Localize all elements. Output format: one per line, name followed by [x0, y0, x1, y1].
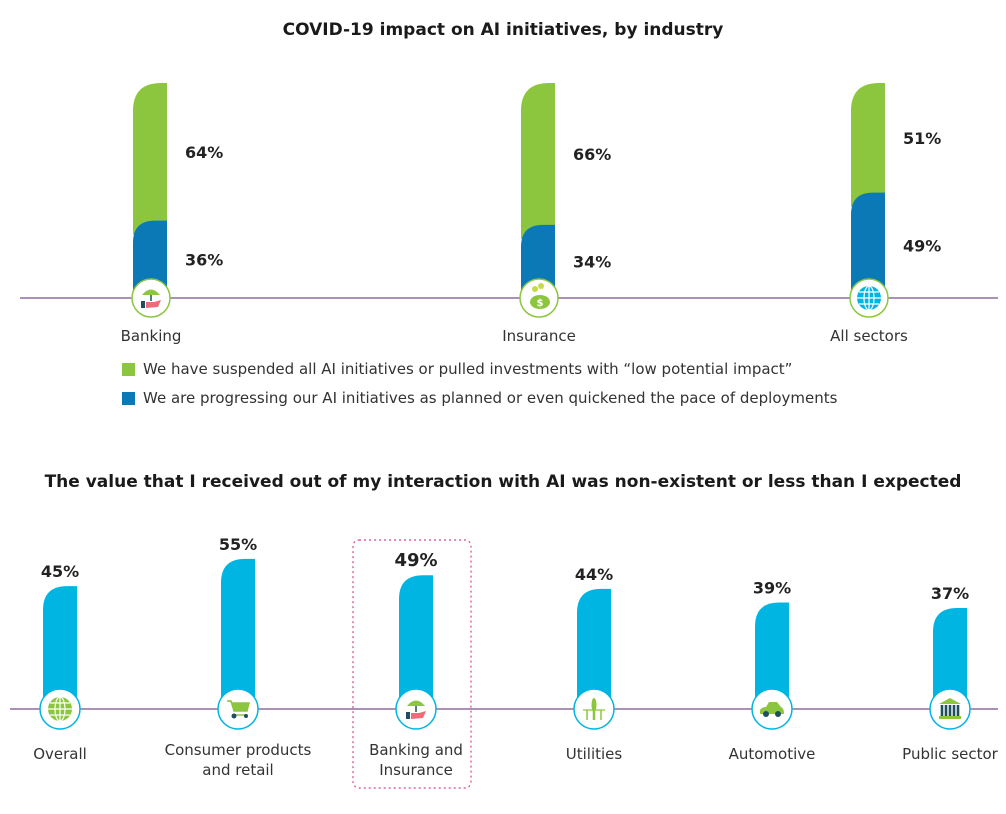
data-label-automotive: 39%: [753, 579, 791, 598]
bar-segment-suspended-banking: [133, 83, 167, 235]
data-label-banking-and-insurance: 49%: [394, 550, 437, 571]
category-label: Utilities: [566, 745, 623, 763]
umbrella-shape: [407, 700, 425, 706]
legend-label: We are progressing our AI initiatives as…: [143, 389, 838, 407]
data-label-overall: 45%: [41, 562, 79, 581]
hand-shape: [411, 711, 426, 719]
bar-segment-progressing-all-sectors: [851, 192, 885, 298]
bar-segment-suspended-all-sectors: [851, 83, 885, 207]
legend-swatch-blue: [122, 391, 135, 405]
umbrella-shape: [142, 289, 160, 295]
chart2-title: The value that I received out of my inte…: [44, 472, 962, 492]
umbrella-hand-icon: [406, 700, 426, 719]
data-label-public-sector: 37%: [931, 584, 969, 603]
car-icon: [760, 702, 784, 717]
shopping-cart-icon: [227, 700, 250, 719]
data-label-suspended: 64%: [185, 143, 223, 162]
category-label: Automotive: [729, 745, 816, 763]
category-label: and retail: [202, 761, 273, 779]
category-label: All sectors: [830, 327, 908, 345]
wind-turbine-icon: [583, 698, 605, 720]
chart1-title: COVID-19 impact on AI initiatives, by in…: [282, 20, 724, 40]
bar-public-sector: [933, 607, 967, 709]
globe-icon: [48, 696, 72, 722]
legend-item-progressing: We are progressing our AI initiatives as…: [122, 389, 837, 407]
data-label-consumer-products-and-retail: 55%: [219, 535, 257, 554]
government-building-icon: [939, 698, 961, 719]
piggy-bank-icon: $: [530, 283, 550, 309]
bar-segment-progressing-banking: [133, 220, 167, 298]
bar-automotive: [755, 602, 789, 709]
bar-banking-and-insurance: [399, 575, 433, 709]
data-label-progressing: 36%: [185, 250, 223, 269]
category-label: Overall: [33, 745, 87, 763]
category-label: Consumer products: [165, 741, 312, 759]
category-label: Public sector: [902, 745, 999, 763]
data-label-suspended: 66%: [573, 145, 611, 164]
svg-text:$: $: [537, 298, 544, 309]
bar-utilities: [577, 588, 611, 709]
category-label: Insurance: [379, 761, 453, 779]
legend-swatch-green: [122, 362, 135, 376]
category-label: Insurance: [502, 327, 576, 345]
bar-segment-suspended-insurance: [521, 83, 555, 239]
legend-item-suspended: We have suspended all AI initiatives or …: [122, 360, 792, 378]
data-label-progressing: 34%: [573, 252, 611, 271]
globe-icon: [857, 285, 881, 311]
bar-overall: [43, 586, 77, 709]
category-label: Banking and: [369, 741, 463, 759]
bar-consumer-products-and-retail: [221, 558, 255, 709]
bar-segment-progressing-insurance: [521, 224, 555, 298]
data-label-utilities: 44%: [575, 565, 613, 584]
category-label: Banking: [121, 327, 182, 345]
hand-shape: [146, 300, 161, 308]
umbrella-hand-icon: [141, 289, 161, 308]
legend-label: We have suspended all AI initiatives or …: [143, 360, 793, 378]
data-label-suspended: 51%: [903, 129, 941, 148]
data-label-progressing: 49%: [903, 236, 941, 255]
